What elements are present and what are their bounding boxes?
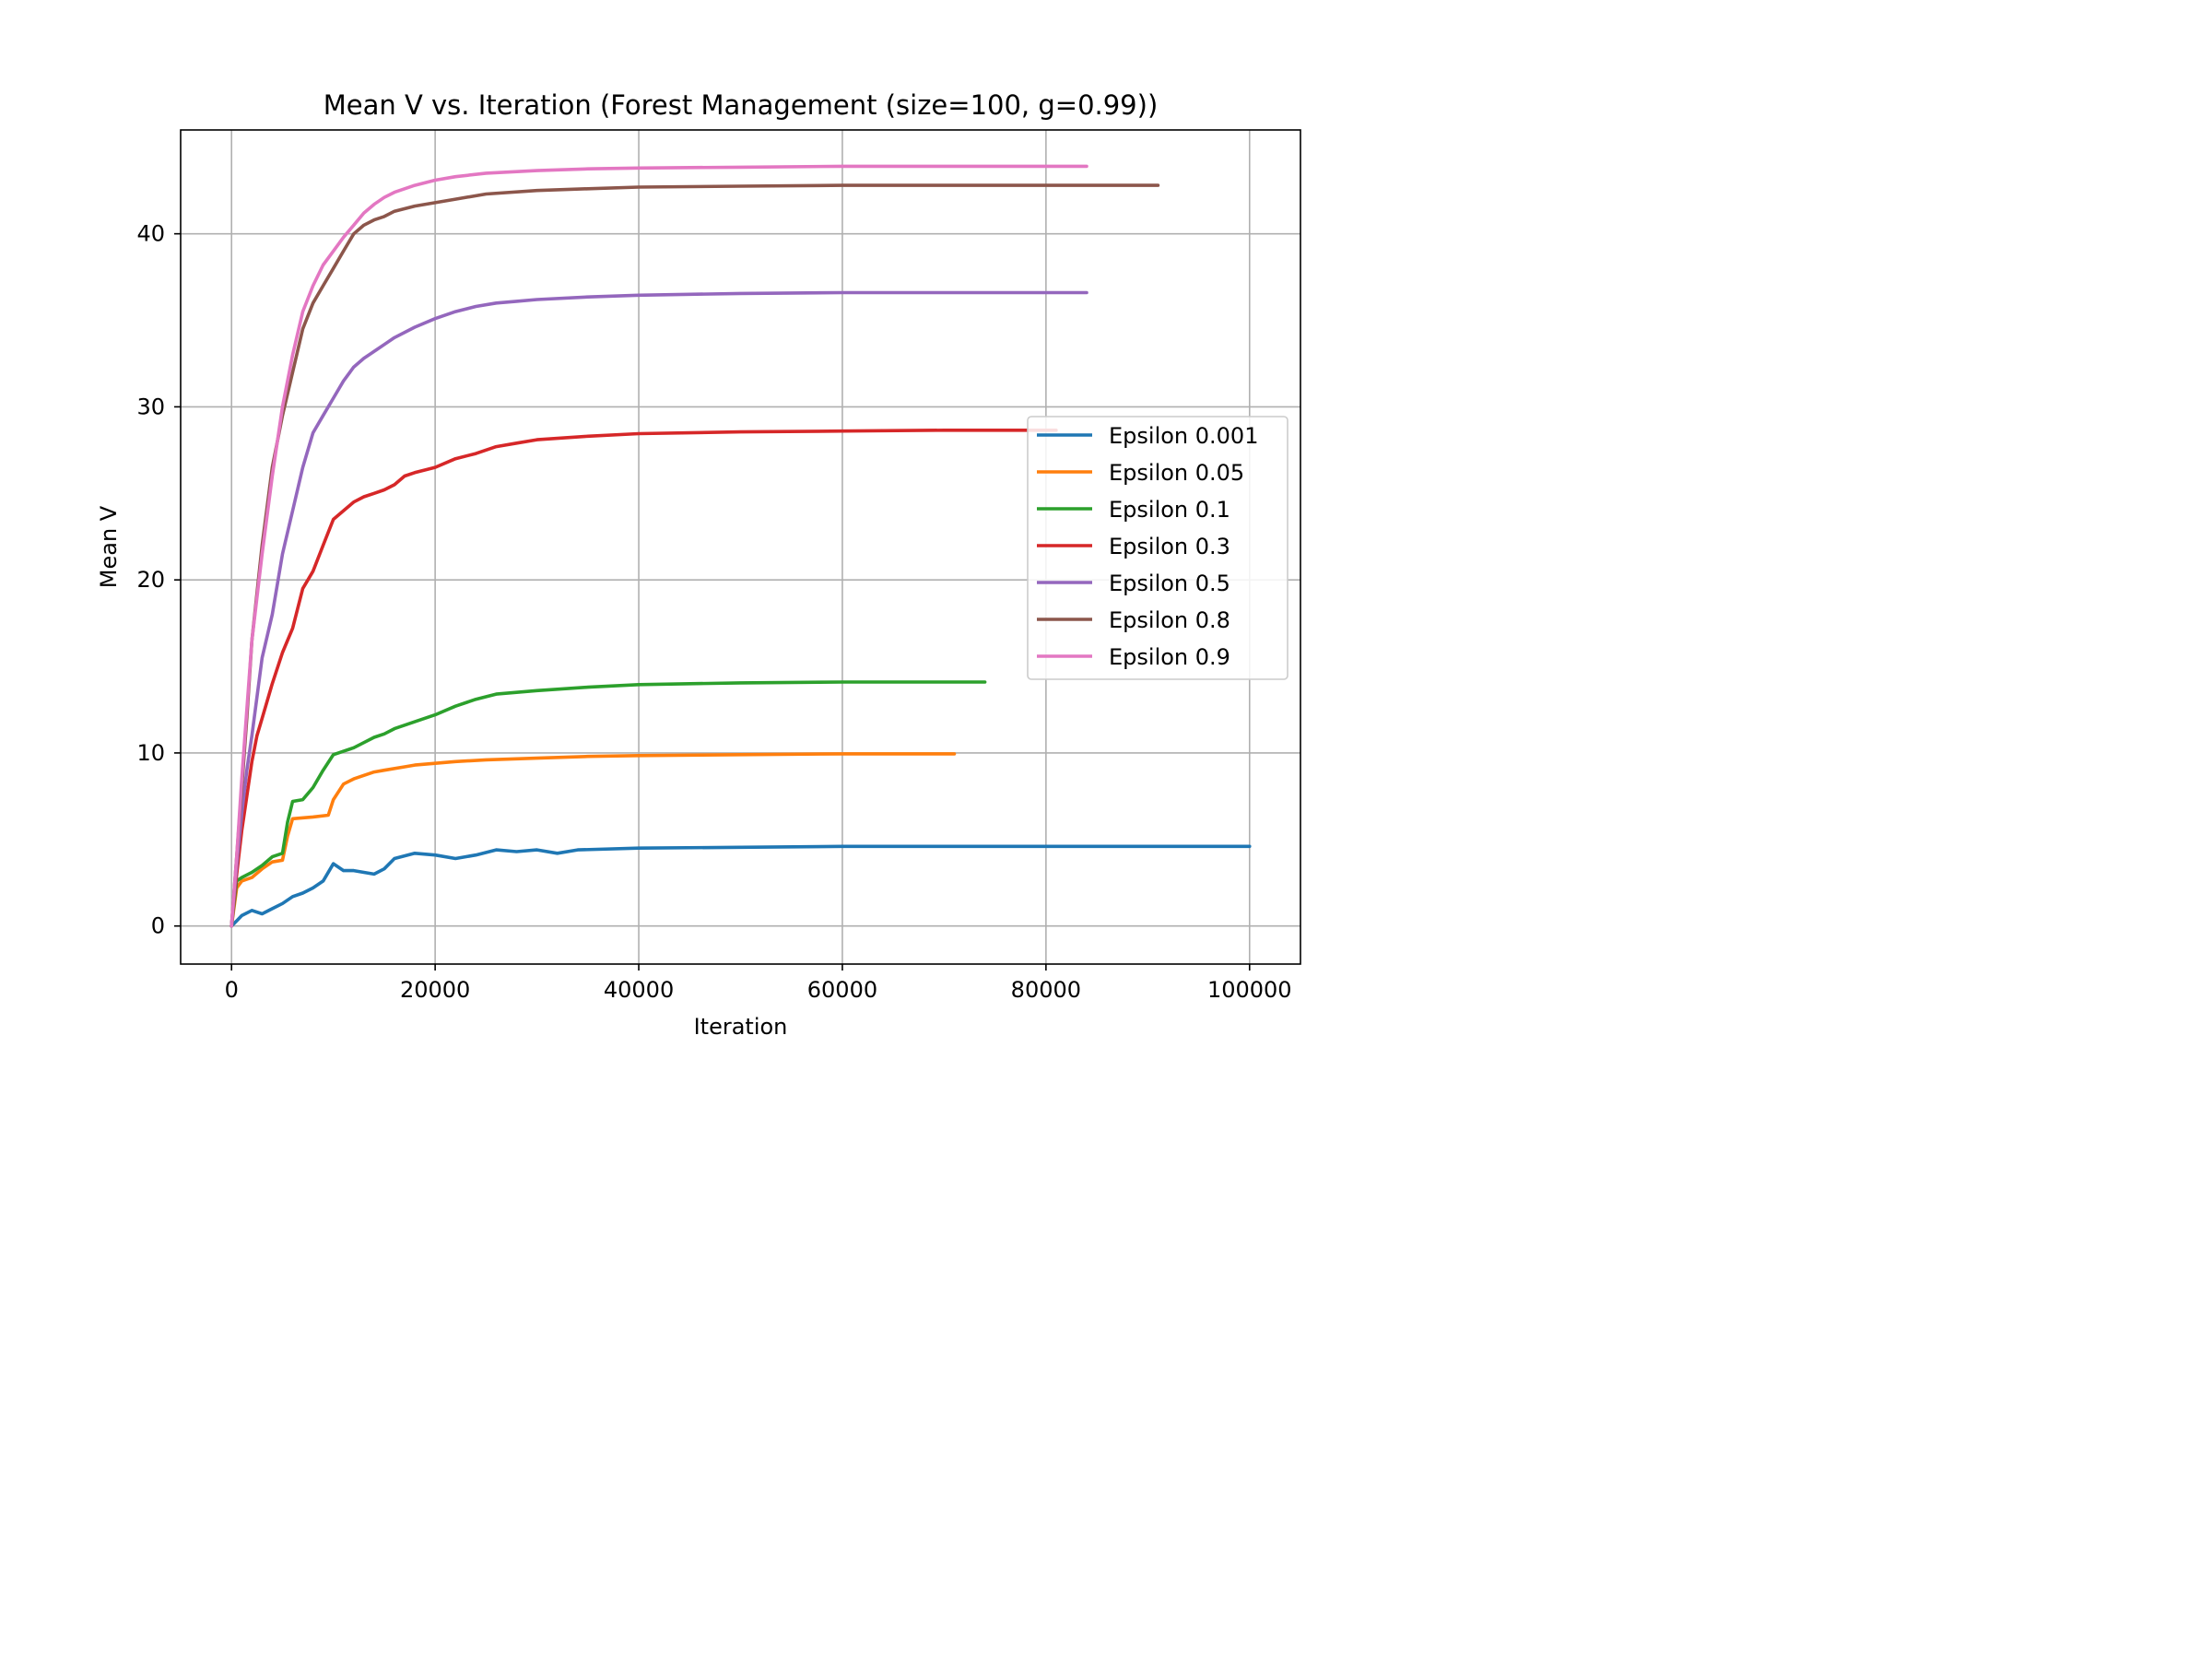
y-tick-label: 20 — [136, 567, 165, 593]
series-line-2 — [229, 680, 987, 928]
y-tick-label: 40 — [136, 221, 165, 247]
legend-label-1: Epsilon 0.05 — [1109, 460, 1244, 486]
legend-label-2: Epsilon 0.1 — [1109, 497, 1230, 523]
legend-label-5: Epsilon 0.8 — [1109, 607, 1230, 633]
series-lines — [229, 164, 1252, 928]
y-axis-label: Mean V — [96, 505, 122, 588]
y-tick-label: 10 — [136, 740, 165, 766]
chart-canvas: 0 20000 40000 60000 80000 100000 0 10 20 30 40 Mea… — [0, 0, 1430, 1073]
x-tick-label: 40000 — [604, 977, 674, 1003]
x-tick-label: 0 — [225, 977, 239, 1003]
legend: Epsilon 0.001 Epsilon 0.05 Epsilon 0.1 Epsi… — [1027, 416, 1288, 680]
series-line-6 — [229, 164, 1088, 928]
y-tick-label: 0 — [151, 913, 165, 939]
x-tick-label: 20000 — [400, 977, 470, 1003]
axis-ticks: 0 20000 40000 60000 80000 100000 0 10 20 30 40 — [136, 221, 1291, 1003]
series-line-3 — [229, 428, 1058, 928]
series-line-1 — [229, 752, 957, 928]
x-tick-label: 80000 — [1011, 977, 1081, 1003]
plot-frame — [180, 129, 1301, 965]
chart-title: Mean V vs. Iteration (Forest Management … — [324, 89, 1159, 121]
y-tick-label: 30 — [136, 394, 165, 419]
chart-figure: 0 20000 40000 60000 80000 100000 0 10 20 30 40 Mea… — [0, 0, 1430, 1073]
legend-label-4: Epsilon 0.5 — [1109, 571, 1230, 596]
grid-lines — [181, 130, 1300, 964]
x-tick-label: 100000 — [1207, 977, 1292, 1003]
x-axis-label: Iteration — [694, 1014, 788, 1040]
x-tick-label: 60000 — [807, 977, 877, 1003]
legend-box — [1027, 416, 1288, 680]
legend-label-6: Epsilon 0.9 — [1109, 644, 1230, 670]
legend-label-0: Epsilon 0.001 — [1109, 423, 1258, 449]
series-line-4 — [229, 290, 1088, 928]
series-line-0 — [229, 844, 1252, 928]
legend-label-3: Epsilon 0.3 — [1109, 534, 1230, 559]
